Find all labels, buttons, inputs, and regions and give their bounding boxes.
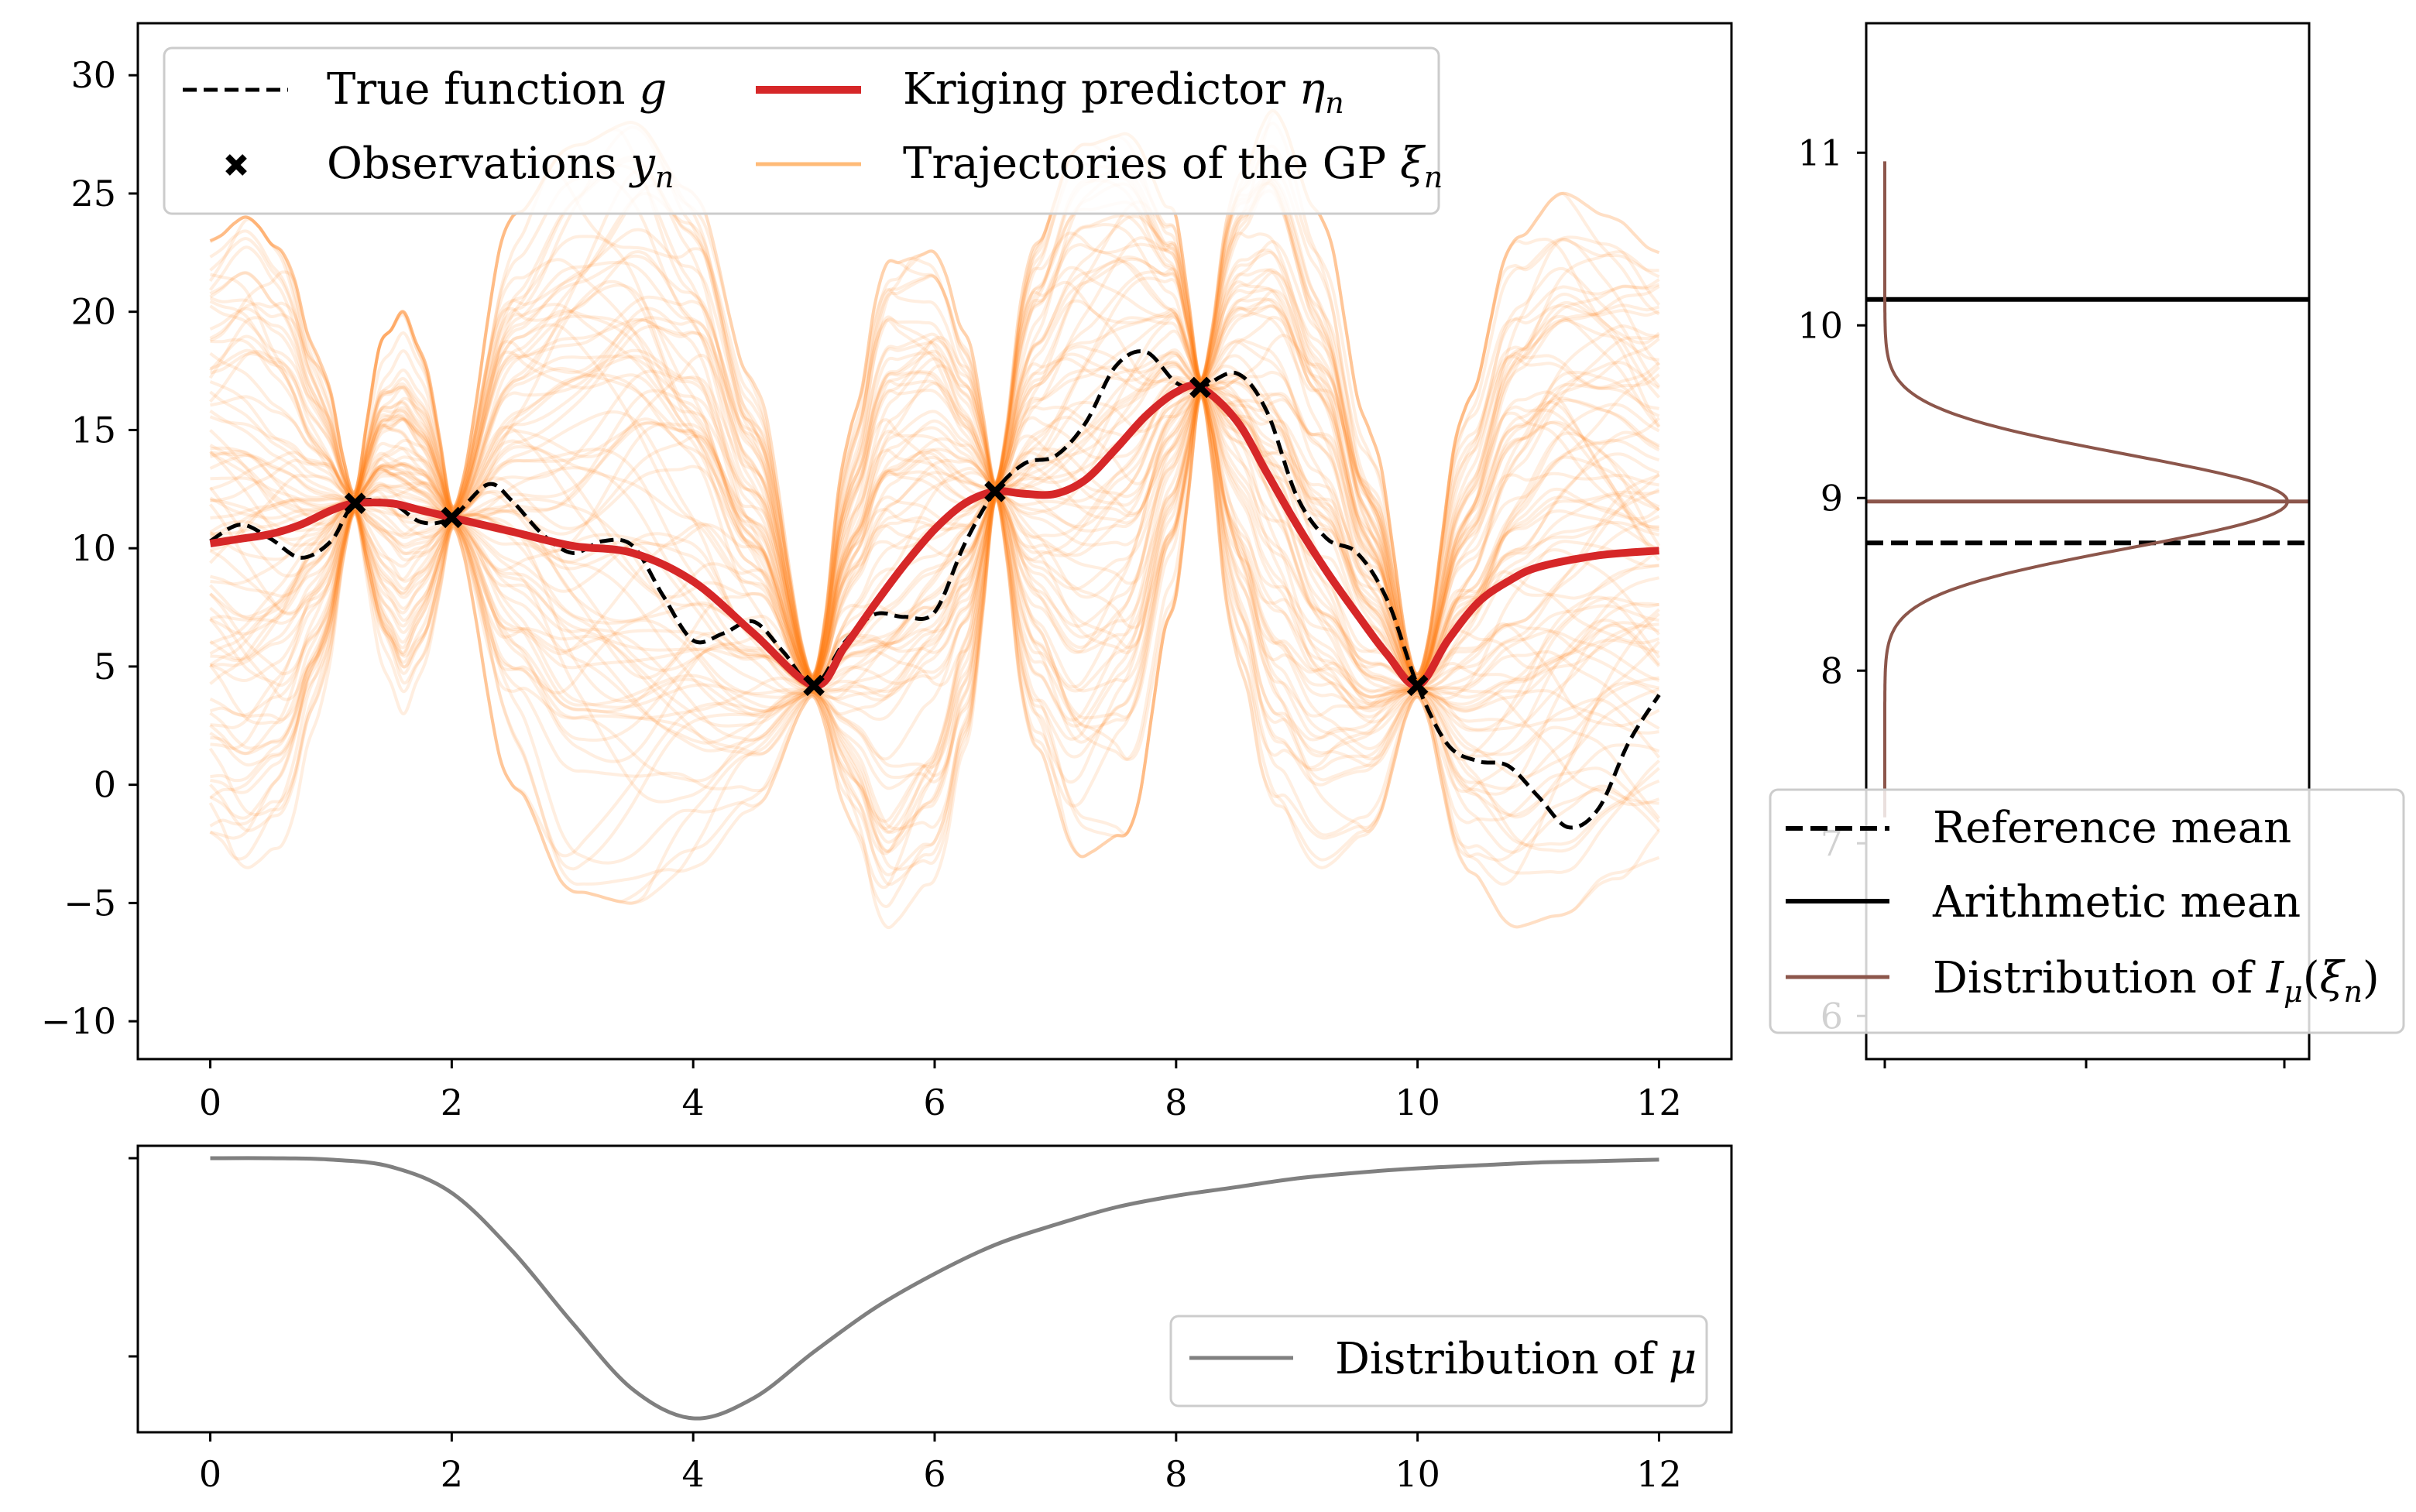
legend-kriging-predictor: Kriging predictor ηn: [903, 64, 1344, 120]
main-axes: 0 2 4 6 8 10 12 −10 −5 0 5 10 15 20 25 30 True functio…: [41, 22, 1733, 1123]
gp-trajectory: [209, 394, 1661, 929]
true-function-line: [209, 349, 1661, 830]
legend-distribution-i-mu: Distribution of Iμ(ξn): [1933, 953, 2380, 1009]
main-legend-box: [163, 46, 1440, 215]
gp-trajectory: [209, 390, 1661, 834]
x-tick-label: 10: [1395, 1082, 1440, 1123]
gp-trajectory: [209, 109, 1661, 677]
main-legend: True function g Kriging predictor ηn Obs…: [163, 46, 1443, 215]
observation-markers: [344, 376, 1429, 697]
observation-marker: [441, 506, 463, 529]
gp-trajectory: [209, 394, 1660, 886]
right-x-ticks: [1883, 1059, 2286, 1068]
y-tick-label: 5: [94, 646, 116, 687]
gp-trajectory: [210, 389, 1661, 853]
gp-trajectory: [209, 109, 1660, 677]
right-y-tick-label: 10: [1797, 304, 1843, 346]
legend-arithmetic-mean: Arithmetic mean: [1932, 877, 2301, 927]
right-axes: 67891011 Reference mean Arithmetic mean …: [1769, 22, 2405, 1068]
bottom-x-tick-label: 6: [923, 1453, 945, 1495]
bottom-x-ticks: 0 2 4 6 8 10 12: [199, 1432, 1682, 1495]
main-x-ticks: 0 2 4 6 8 10 12: [199, 1059, 1682, 1123]
observation-marker: [344, 492, 366, 514]
bottom-x-tick-label: 12: [1636, 1453, 1682, 1495]
right-legend-box: [1769, 788, 2405, 1034]
right-y-tick-label: 11: [1797, 132, 1843, 173]
gp-trajectory: [209, 393, 1660, 929]
bottom-x-tick-label: 10: [1395, 1453, 1440, 1495]
legend-handle-observations: [225, 154, 247, 176]
legend-gp-trajectories: Trajectories of the GP ξn: [903, 139, 1443, 194]
gp-trajectory: [210, 334, 1659, 684]
y-tick-label: 0: [94, 764, 116, 806]
gp-trajectory: [208, 132, 1660, 680]
legend-reference-mean: Reference mean: [1933, 803, 2291, 853]
gp-trajectory: [209, 393, 1659, 855]
gp-trajectory: [209, 111, 1660, 677]
legend-mu: Distribution of μ: [1335, 1334, 1697, 1384]
main-y-ticks: −10 −5 0 5 10 15 20 25 30: [41, 54, 138, 1042]
y-tick-label: 20: [70, 291, 116, 333]
bottom-x-tick-label: 0: [199, 1453, 221, 1495]
gp-trajectory: [210, 283, 1660, 684]
legend-true-function: True function g: [327, 64, 667, 115]
gp-trajectory: [209, 121, 1660, 681]
right-y-tick-label: 9: [1821, 477, 1843, 519]
bottom-axes: 0 2 4 6 8 10 12 Distribution of μ: [129, 1144, 1733, 1495]
gp-trajectory: [209, 395, 1659, 871]
y-tick-label: −5: [63, 882, 116, 924]
right-axes-frame: [1865, 22, 2311, 1061]
gp-trajectory: [210, 395, 1660, 903]
legend-observations: Observations yn: [327, 139, 674, 194]
x-tick-label: 2: [441, 1082, 463, 1123]
observation-marker: [803, 674, 825, 697]
bottom-legend: Distribution of μ: [1169, 1315, 1708, 1407]
gp-trajectory: [209, 162, 1660, 683]
gp-trajectory: [209, 109, 1660, 679]
y-tick-label: 15: [70, 409, 116, 451]
gp-trajectory: [209, 144, 1660, 677]
y-tick-label: −10: [41, 1000, 116, 1042]
gp-trajectory: [210, 323, 1659, 685]
x-tick-label: 6: [923, 1082, 945, 1123]
bottom-x-tick-label: 2: [441, 1453, 463, 1495]
observation-marker: [1406, 674, 1429, 697]
gp-trajectory: [209, 235, 1661, 681]
right-plot-area: [1866, 161, 2309, 818]
right-legend: Reference mean Arithmetic mean Distribut…: [1769, 788, 2405, 1034]
right-y-tick-label: 8: [1821, 650, 1843, 691]
bottom-x-tick-label: 8: [1165, 1453, 1187, 1495]
main-plot-area: [208, 109, 1661, 929]
x-tick-label: 0: [199, 1082, 221, 1123]
gp-trajectories: [208, 109, 1661, 929]
observation-marker: [984, 481, 1006, 502]
distribution-density-curve: [1883, 161, 2289, 818]
bottom-plot-area: [210, 1156, 1659, 1421]
kriging-predictor-line: [209, 381, 1659, 690]
gp-trajectory: [208, 393, 1661, 890]
bottom-x-tick-label: 4: [682, 1453, 705, 1495]
y-tick-label: 10: [70, 527, 116, 569]
gp-trajectory: [209, 128, 1660, 677]
mu-distribution-curve: [210, 1156, 1659, 1421]
gp-trajectory: [210, 158, 1660, 680]
bottom-legend-box: [1169, 1315, 1708, 1407]
bottom-y-ticks: [129, 1157, 138, 1358]
x-tick-label: 8: [1165, 1082, 1187, 1123]
y-tick-label: 25: [70, 173, 116, 214]
gp-trajectory: [208, 395, 1660, 858]
x-tick-label: 12: [1636, 1082, 1682, 1123]
x-tick-label: 4: [682, 1082, 705, 1123]
y-tick-label: 30: [70, 54, 116, 96]
gp-trajectory: [209, 121, 1660, 679]
observation-marker: [1189, 376, 1211, 399]
